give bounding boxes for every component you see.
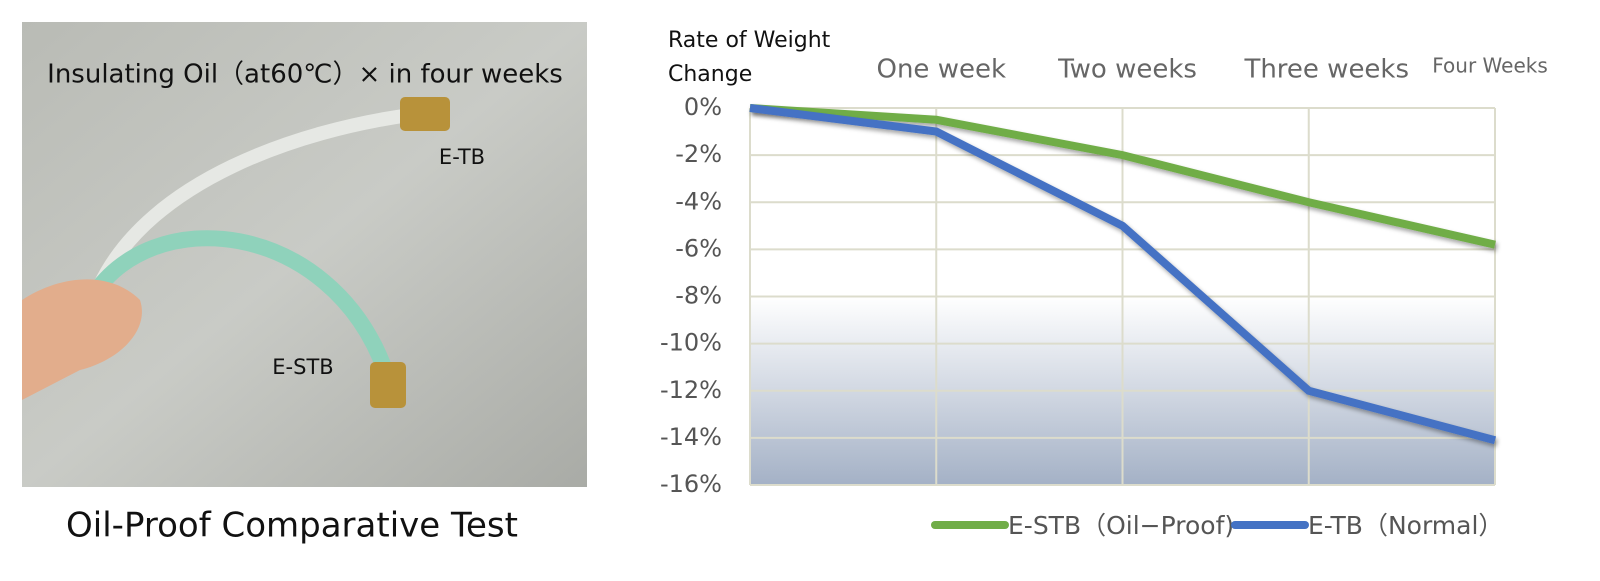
legend-label: E-TB（Normal） bbox=[1308, 511, 1503, 540]
series-line bbox=[749, 104, 1496, 249]
y-tick-label: 0% bbox=[684, 93, 722, 121]
x-tick-label: One week bbox=[876, 55, 1006, 85]
y-tick-label: -12% bbox=[660, 376, 722, 404]
y-tick-label: -14% bbox=[660, 423, 722, 451]
y-axis-label: Rate of Weight Change bbox=[668, 28, 831, 87]
x-tick-label: Four Weeks bbox=[1432, 54, 1548, 78]
y-tick-label: -8% bbox=[675, 282, 722, 310]
photo bbox=[22, 22, 587, 487]
y-tick-label: -6% bbox=[675, 234, 722, 262]
x-tick-label: Three weeks bbox=[1243, 55, 1409, 85]
photo-label: E-TB bbox=[439, 145, 485, 169]
caption: Oil-Proof Comparative Test bbox=[66, 506, 518, 546]
photo-label: E-STB bbox=[272, 355, 333, 379]
y-tick-label: -2% bbox=[675, 140, 722, 168]
legend-label: E-STB（Oil−Proof) bbox=[1008, 511, 1234, 540]
y-tick-label: -10% bbox=[660, 329, 722, 357]
hand bbox=[22, 279, 142, 400]
photo-title: Insulating Oil（at60℃）× in four weeks bbox=[47, 60, 563, 90]
x-tick-label: Two weeks bbox=[1057, 55, 1197, 85]
y-tick-label: -4% bbox=[675, 187, 722, 215]
series-line bbox=[749, 104, 1497, 445]
y-tick-label: -16% bbox=[660, 470, 722, 498]
hose-green bbox=[83, 230, 393, 373]
hose-clear bbox=[93, 108, 411, 289]
fitting bbox=[400, 97, 450, 131]
fitting bbox=[370, 362, 406, 408]
